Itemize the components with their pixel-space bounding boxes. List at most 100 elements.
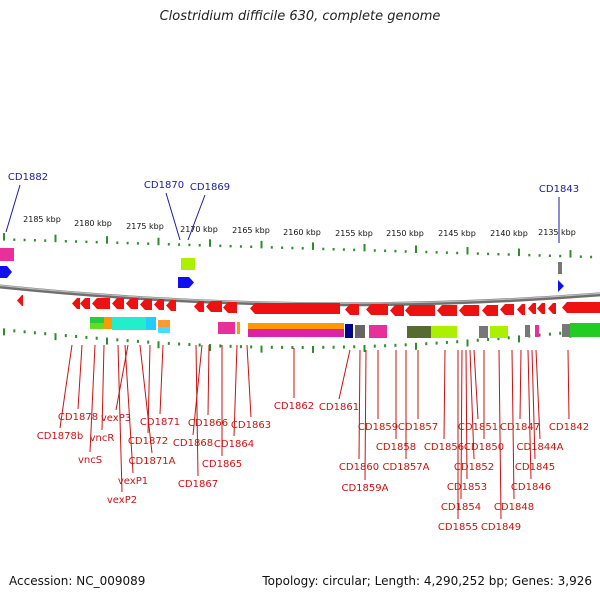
reverse-label-leader [233,344,238,437]
reverse-gene-label: CD1878 [58,412,98,423]
scale-label: 2135 kbp [538,228,576,237]
reverse-feature-block [490,326,508,338]
reverse-feature-block [146,317,156,330]
reverse-gene-label: CD1856 [424,442,464,453]
forward-label-leader [187,194,206,241]
reverse-label-leader [511,349,515,500]
reverse-gene-label: vexP2 [107,495,137,506]
reverse-feature-block [158,320,170,327]
gene-features [0,248,600,338]
reverse-label-leader [195,344,199,477]
reverse-gene-label: CD1857 [398,422,438,433]
reverse-label-leader [443,349,446,440]
reverse-gene-label: CD1865 [202,459,242,470]
reverse-gene-label: CD1852 [454,462,494,473]
reverse-gene-arrow [482,305,498,316]
reverse-label-leader [469,349,475,460]
reverse-feature-block [525,325,530,337]
reverse-label-leader [527,349,532,480]
reverse-gene-label: CD1871 [140,417,180,428]
reverse-gene-label: CD1847 [500,422,540,433]
reverse-feature-block [535,325,539,337]
reverse-gene-label: CD1857A [383,462,430,473]
reverse-feature-block [248,323,344,329]
genome-summary-text: Topology: circular; Length: 4,290,252 bp… [262,574,592,588]
reverse-label-leader [519,349,522,420]
reverse-gene-label: CD1846 [511,482,551,493]
reverse-gene-arrow [528,303,536,314]
reverse-gene-label: CD1854 [441,502,481,513]
reverse-gene-arrow [548,303,556,314]
reverse-label-leader [77,344,83,410]
reverse-gene-arrow [345,304,359,315]
reverse-feature-block [90,323,106,329]
reverse-gene-arrow [154,299,164,310]
reverse-label-leader [531,349,536,460]
forward-feature-block [181,258,195,270]
reverse-gene-label: CD1871A [129,456,176,467]
reverse-gene-arrow [126,298,138,309]
forward-gene-arrow [0,266,12,278]
reverse-gene-label: vncS [78,455,102,466]
reverse-label-leader [159,344,164,415]
reverse-gene-label: CD1868 [173,438,213,449]
reverse-gene-label: CD1855 [438,522,478,533]
scale-label: 2170 kbp [180,225,218,234]
reverse-gene-arrow [500,304,514,315]
map-title: Clostridium difficile 630, complete geno… [159,9,441,24]
reverse-label-leader [139,344,153,454]
reverse-label-leader [498,349,502,520]
forward-feature-block [0,248,14,261]
reverse-feature-block [345,324,353,338]
reverse-gene-arrow [92,298,110,309]
reverse-gene-arrow [223,302,237,313]
reverse-gene-label: CD1842 [549,422,589,433]
scale-label: 2155 kbp [335,229,373,238]
forward-gene-label: CD1869 [190,182,230,193]
reverse-label-leader [358,349,361,460]
reverse-feature-block [355,325,365,338]
reverse-gene-label: CD1861 [319,402,359,413]
scale-label: 2150 kbp [386,229,424,238]
forward-gene-label: CD1843 [539,184,579,195]
forward-gene-arrow [558,280,564,292]
reverse-gene-label: vexP3 [101,413,131,424]
reverse-gene-label: CD1863 [231,420,271,431]
reverse-gene-label: CD1849 [481,522,521,533]
forward-gene-label: CD1870 [144,180,184,191]
reverse-gene-label: CD1858 [376,442,416,453]
reverse-label-leader [465,349,468,480]
reverse-feature-block [248,329,344,337]
reverse-feature-block [369,325,387,338]
reverse-label-leader [207,344,210,416]
reverse-label-leader [147,344,151,434]
accession-text: Accession: NC_009089 [9,574,146,588]
reverse-gene-arrow [250,303,340,314]
reverse-gene-arrow [194,301,204,312]
reverse-gene-arrow [166,300,176,311]
scale-label: 2145 kbp [438,229,476,238]
scale-label: 2140 kbp [490,229,528,238]
reverse-feature-block [112,317,146,330]
reverse-feature-block [104,317,112,329]
reverse-gene-arrow [517,304,525,315]
label-leaders [5,184,570,520]
scale-label: 2175 kbp [126,222,164,231]
reverse-gene-label: CD1851 [458,422,498,433]
reverse-gene-label: CD1872 [128,436,168,447]
reverse-label-leader [192,344,203,436]
reverse-feature-block [90,317,106,323]
reverse-gene-arrow [437,305,457,316]
reverse-gene-arrow [72,298,80,309]
reverse-gene-arrow [112,298,124,309]
reverse-gene-label: CD1845 [515,462,555,473]
reverse-feature-block [237,322,240,334]
scale-label: 2185 kbp [23,215,61,224]
gene-labels: CD1882 CD1870 CD1869 CD1843 CD1878b CD1878 vnc… [8,172,589,533]
reverse-label-leader [124,344,134,474]
reverse-feature-block [431,326,457,338]
reverse-gene-label: CD1866 [188,418,228,429]
reverse-gene-label: CD1864 [214,439,254,450]
reverse-label-leader [115,344,129,411]
